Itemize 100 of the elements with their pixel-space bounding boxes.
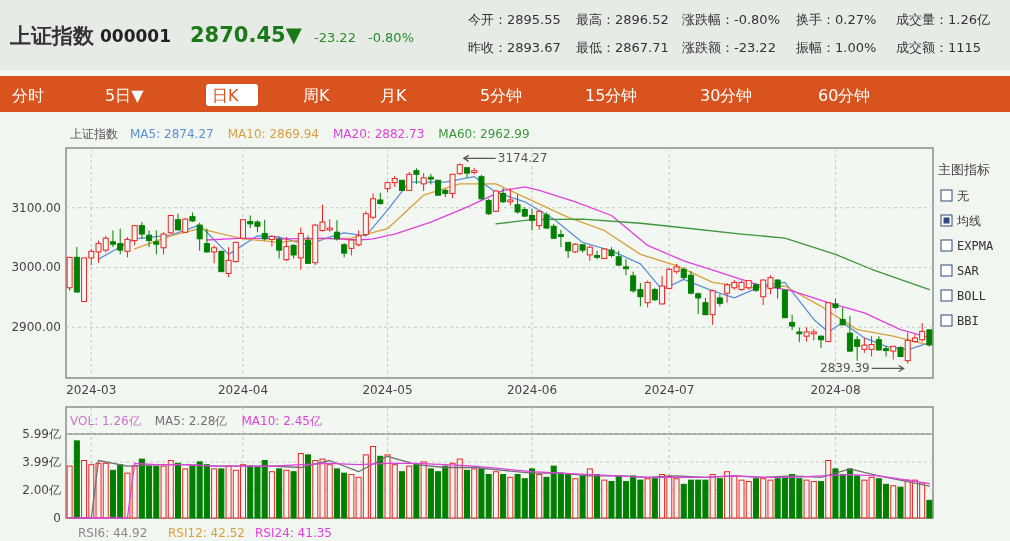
x-tick-label: 2024-04 — [217, 383, 269, 397]
candlestick — [160, 231, 167, 255]
text: 30分钟 — [700, 86, 753, 105]
candlestick — [283, 236, 290, 262]
text: MA10: 2869.94 — [227, 127, 319, 141]
candlestick — [268, 234, 275, 248]
text: 无 — [957, 189, 969, 203]
candlestick — [644, 280, 651, 309]
bar — [276, 468, 283, 519]
candlestick — [261, 219, 268, 242]
text: 5分钟 — [480, 86, 523, 105]
bar — [752, 478, 759, 519]
candlestick — [536, 209, 543, 231]
y-tick-label: 5.99亿 — [22, 427, 61, 441]
x-tick-label: 2024-03 — [66, 383, 117, 397]
bar — [926, 499, 933, 519]
candlestick — [492, 189, 499, 213]
text: 昨收：2893.67 — [468, 40, 561, 55]
text: 5日▼ — [105, 86, 145, 105]
candlestick — [276, 236, 283, 260]
x-tick-label: 2024-08 — [810, 383, 861, 397]
candlestick — [196, 222, 203, 252]
x-tick-label: 2024-06 — [506, 383, 558, 397]
text: EXPMA — [957, 239, 994, 253]
bar — [818, 481, 825, 519]
chart-title: 上证指数 — [70, 127, 118, 141]
text: -0.80% — [368, 30, 414, 45]
text: RSI24: 41.35 — [255, 526, 332, 540]
bar — [377, 455, 384, 519]
series-label: VOL: 1.26亿 — [70, 414, 141, 428]
text: 均线 — [956, 214, 981, 228]
text: 日K — [212, 86, 239, 105]
y-tick-label: 3000.00 — [11, 260, 61, 275]
text: 最高：2896.52 — [576, 12, 669, 27]
text: 月K — [380, 86, 407, 105]
candlestick — [709, 289, 716, 326]
text: 涨跌幅：-0.80% — [682, 12, 780, 27]
bar — [579, 475, 586, 519]
annotation: 3174.27 — [497, 151, 548, 166]
text: MA5: 2874.27 — [130, 127, 214, 141]
candlestick — [449, 173, 456, 199]
bar — [73, 440, 80, 519]
y-tick-label: 0 — [53, 511, 61, 525]
candlestick — [146, 229, 153, 248]
annotation: 2839.39 — [820, 361, 870, 376]
text: 涨跌额：-23.22 — [682, 40, 776, 55]
text: 000001 — [100, 26, 171, 46]
bar — [897, 486, 904, 519]
bar — [594, 474, 601, 519]
text: MA5: 2.28亿 — [154, 414, 228, 428]
candlestick — [774, 278, 781, 300]
text: 振幅：1.00% — [796, 40, 877, 55]
text: BOLL — [957, 289, 986, 303]
candlestick — [153, 229, 160, 255]
candlestick — [240, 218, 247, 240]
bar — [500, 474, 507, 519]
candlestick — [789, 314, 796, 331]
text: 最低：2867.71 — [576, 40, 669, 55]
text: 主图指标 — [938, 162, 990, 177]
bar — [413, 464, 420, 519]
text: 上证指数 — [9, 24, 95, 48]
text: -23.22 — [314, 30, 356, 45]
bar — [398, 471, 405, 519]
bar — [290, 471, 297, 519]
text: BBI — [957, 314, 979, 328]
text: 今开：2895.55 — [468, 12, 561, 27]
text: RSI12: 42.52 — [168, 526, 245, 540]
bar — [651, 478, 658, 519]
text: SAR — [957, 264, 980, 278]
text: 周K — [303, 86, 330, 105]
text: MA20: 2882.73 — [333, 127, 425, 141]
text: 60分钟 — [818, 86, 871, 105]
bar — [463, 469, 470, 519]
text: RSI6: 44.92 — [78, 526, 148, 540]
text: 15分钟 — [585, 86, 638, 105]
x-tick-label: 2024-05 — [362, 383, 413, 397]
candlestick — [333, 219, 340, 242]
text: 成交额：1115 — [896, 40, 982, 55]
text: 成交量：1.26亿 — [896, 12, 990, 27]
candlestick — [594, 250, 601, 260]
bar — [218, 468, 225, 519]
x-tick-label: 2024-07 — [644, 383, 695, 397]
text: 分时 — [12, 86, 44, 105]
candlestick — [478, 174, 485, 202]
bar — [174, 462, 181, 519]
bar — [305, 454, 312, 519]
candlestick — [203, 228, 210, 254]
y-tick-label: 2.00亿 — [22, 482, 61, 497]
text: 2870.45▼ — [190, 23, 303, 47]
text: MA10: 2.45亿 — [241, 414, 322, 428]
y-tick-label: 2900.00 — [11, 320, 61, 335]
candlestick — [211, 244, 218, 264]
candlestick — [427, 173, 434, 185]
candlestick — [622, 258, 629, 276]
y-tick-label: 3.99亿 — [22, 455, 61, 470]
candlestick — [305, 235, 312, 265]
text: 换手：0.27% — [796, 12, 877, 27]
bar — [716, 478, 723, 519]
text: MA60: 2962.99 — [438, 127, 530, 141]
y-tick-label: 3100.00 — [11, 200, 61, 215]
